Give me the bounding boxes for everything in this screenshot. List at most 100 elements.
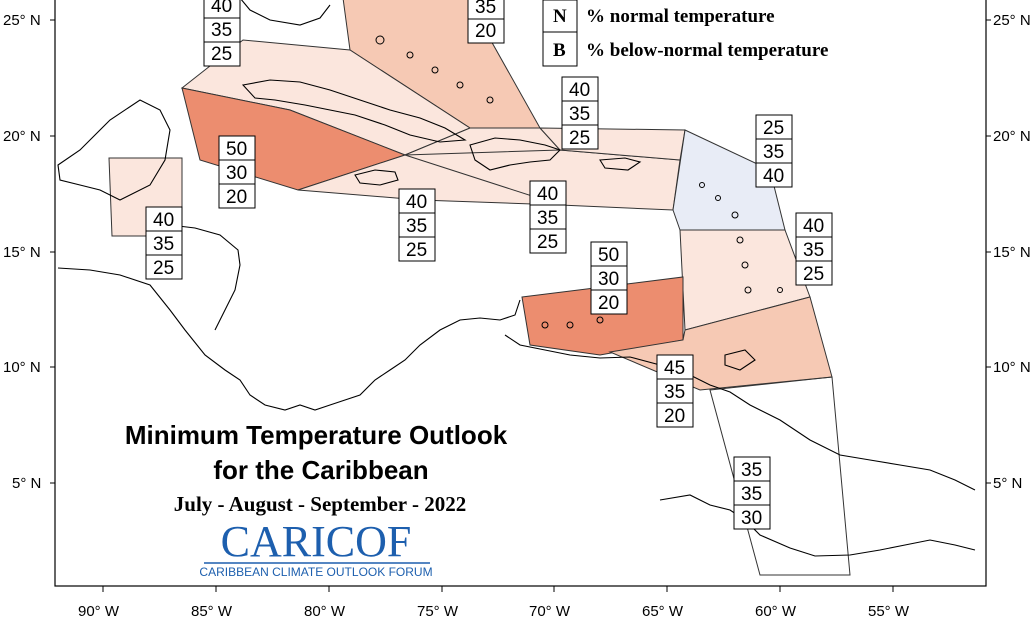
island — [566, 321, 574, 329]
prob-normal: 35 — [664, 382, 685, 403]
lat-label-left: 20° N — [3, 128, 41, 145]
prob-normal: 35 — [211, 20, 232, 41]
legend-label-below: % below-normal temperature — [586, 40, 828, 61]
prob-above: 25 — [763, 118, 784, 139]
prob-below: 25 — [153, 258, 174, 279]
title-block: Minimum Temperature Outlook for the Cari… — [125, 420, 508, 516]
island — [699, 182, 705, 188]
legend-key-below: B — [553, 40, 566, 61]
island — [406, 51, 414, 59]
island — [715, 195, 721, 201]
prob-below: 25 — [803, 264, 824, 285]
prob-normal: 35 — [569, 104, 590, 125]
coast-jamaica — [354, 169, 399, 186]
island — [736, 236, 744, 244]
lat-label-left: 25° N — [3, 12, 41, 29]
prob-above: 50 — [226, 139, 247, 160]
prob-above: 40 — [569, 80, 590, 101]
island — [596, 316, 604, 324]
prob-box-guianas[interactable]: 35 35 30 — [733, 456, 771, 530]
lon-label: 85° W — [191, 603, 233, 620]
prob-box-windward-islands[interactable]: 40 35 25 — [795, 212, 833, 286]
prob-box-caribbean-west[interactable]: 50 30 20 — [218, 135, 256, 209]
lat-label-right: 15° N — [993, 244, 1031, 261]
prob-below: 25 — [569, 128, 590, 149]
prob-above: 45 — [664, 358, 685, 379]
prob-normal: 35 — [537, 208, 558, 229]
prob-below: 30 — [741, 508, 762, 529]
island — [541, 321, 549, 329]
coast-puerto-rico — [599, 157, 642, 171]
coast-yucatan — [57, 99, 171, 201]
prob-normal: 30 — [598, 269, 619, 290]
lat-label-right: 10° N — [993, 359, 1031, 376]
prob-normal: 35 — [763, 142, 784, 163]
coast-trinidad — [724, 349, 756, 371]
lat-label-right: 25° N — [993, 12, 1031, 29]
prob-below: 25 — [537, 232, 558, 253]
legend-label-normal: % normal temperature — [586, 6, 775, 27]
lon-label: 60° W — [755, 603, 797, 620]
page-title-line2: for the Caribbean — [213, 455, 428, 485]
prob-above: 40 — [537, 184, 558, 205]
island — [741, 261, 749, 269]
island — [777, 287, 783, 293]
prob-above: 40 — [153, 210, 174, 231]
coast-hispaniola — [469, 137, 562, 171]
page-subtitle: July - August - September - 2022 — [174, 492, 466, 516]
coast-venezuela — [504, 334, 976, 491]
prob-normal: 35 — [475, 0, 496, 18]
lat-label-left: 15° N — [3, 244, 41, 261]
prob-box-bahamas[interactable]: 35 20 — [467, 0, 505, 44]
lat-label-right: 20° N — [993, 128, 1031, 145]
logo-wordmark: CARICOF — [221, 517, 412, 566]
prob-below: 20 — [664, 406, 685, 427]
coast-central-america — [57, 267, 521, 411]
prob-normal: 30 — [226, 163, 247, 184]
prob-box-jamaica[interactable]: 40 35 25 — [398, 188, 436, 262]
lon-label: 70° W — [529, 603, 571, 620]
prob-above: 40 — [406, 192, 427, 213]
prob-box-belize[interactable]: 40 35 25 — [145, 206, 183, 280]
lon-labels: 90° W 85° W 80° W 75° W 70° W 65° W 60° … — [78, 586, 910, 620]
lat-label-left: 5° N — [12, 475, 41, 492]
lon-label: 75° W — [417, 603, 459, 620]
forecast-zones — [108, 0, 851, 576]
island — [431, 66, 439, 74]
legend-key-normal: N — [553, 6, 567, 27]
prob-below: 25 — [211, 44, 232, 65]
island — [744, 286, 752, 294]
islands — [375, 35, 783, 329]
page-title-line1: Minimum Temperature Outlook — [125, 420, 508, 450]
lat-labels: 25° N 25° N 20° N 20° N 15° N 15° N 10° … — [3, 12, 1031, 492]
prob-above: 35 — [741, 460, 762, 481]
lat-label-right: 5° N — [993, 475, 1022, 492]
prob-normal: 35 — [803, 240, 824, 261]
prob-normal: 35 — [153, 234, 174, 255]
caricof-logo: CARICOF CARIBBEAN CLIMATE OUTLOOK FORUM — [199, 517, 432, 579]
coast-south-america-interior — [659, 494, 976, 557]
prob-normal: 35 — [406, 216, 427, 237]
coastlines — [57, 0, 976, 557]
lon-label: 90° W — [78, 603, 120, 620]
prob-box-abc-islands[interactable]: 50 30 20 — [590, 241, 628, 315]
legend: N % normal temperature B % below-normal … — [542, 0, 828, 67]
island — [375, 35, 385, 45]
prob-box-trinidad[interactable]: 45 35 20 — [656, 354, 694, 428]
lon-label: 80° W — [304, 603, 346, 620]
prob-box-bahamas-west[interactable]: 40 35 25 — [203, 0, 241, 67]
prob-below: 40 — [763, 166, 784, 187]
island — [731, 211, 739, 219]
prob-box-puerto-rico[interactable]: 40 35 25 — [529, 180, 567, 254]
probability-boxes: 35 20 40 35 25 50 30 20 40 35 25 — [145, 0, 833, 530]
prob-box-hispaniola-north[interactable]: 40 35 25 — [561, 76, 599, 150]
prob-above: 40 — [803, 216, 824, 237]
prob-below: 20 — [598, 293, 619, 314]
prob-below: 25 — [406, 240, 427, 261]
legend-key-box — [542, 31, 578, 67]
lon-label: 55° W — [868, 603, 910, 620]
prob-above: 40 — [211, 0, 232, 17]
prob-box-leeward-islands[interactable]: 25 35 40 — [755, 114, 793, 188]
lat-label-left: 10° N — [3, 359, 41, 376]
prob-below: 20 — [226, 187, 247, 208]
